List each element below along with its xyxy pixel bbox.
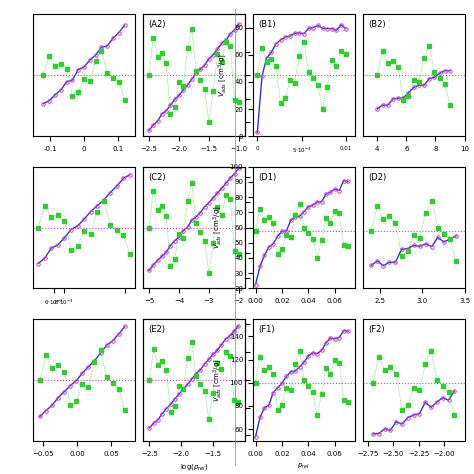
Text: (B1): (B1) xyxy=(258,20,275,29)
X-axis label: $p_{rel}$: $p_{rel}$ xyxy=(297,462,310,471)
Y-axis label: $V_{ads}$ [cm$^3$/g]: $V_{ads}$ [cm$^3$/g] xyxy=(211,206,224,249)
Y-axis label: residuals: residuals xyxy=(277,212,283,243)
Text: (B2): (B2) xyxy=(368,20,385,29)
Y-axis label: $V_{ads}$ [cm$^3$/g]: $V_{ads}$ [cm$^3$/g] xyxy=(211,358,224,401)
Y-axis label: residuals: residuals xyxy=(273,364,279,396)
Text: (A2): (A2) xyxy=(148,20,165,29)
Text: (E2): (E2) xyxy=(148,325,165,334)
Text: (C2): (C2) xyxy=(148,173,166,182)
Text: (F1): (F1) xyxy=(258,325,274,334)
Y-axis label: $V_{ads}$ [cm$^3$/g]: $V_{ads}$ [cm$^3$/g] xyxy=(216,54,228,97)
Y-axis label: residuals: residuals xyxy=(282,59,288,91)
Text: (F2): (F2) xyxy=(368,325,384,334)
Text: (D1): (D1) xyxy=(258,173,276,182)
Text: (D2): (D2) xyxy=(368,173,386,182)
X-axis label: $\log(p_{rel})$: $\log(p_{rel})$ xyxy=(180,462,208,472)
